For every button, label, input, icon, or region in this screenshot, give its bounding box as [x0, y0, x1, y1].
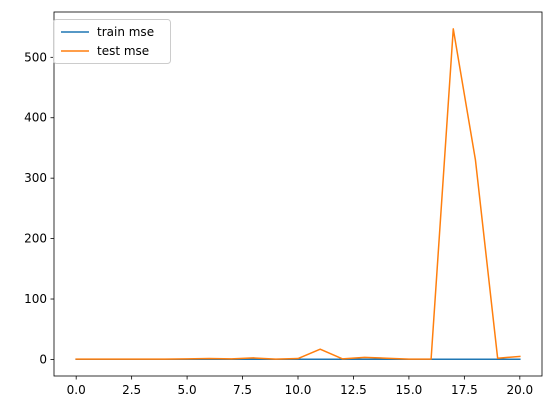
y-tick-label: 0 [39, 352, 47, 366]
x-tick-label: 15.0 [396, 383, 423, 397]
y-tick-label: 500 [24, 50, 47, 64]
x-tick-label: 10.0 [285, 383, 312, 397]
y-tick-label: 300 [24, 171, 47, 185]
legend: train mse test mse [54, 20, 171, 64]
plot-area [54, 12, 542, 376]
x-tick-label: 0.0 [67, 383, 86, 397]
x-tick-label: 17.5 [451, 383, 478, 397]
x-tick-label: 2.5 [122, 383, 141, 397]
y-tick-label: 200 [24, 232, 47, 246]
x-tick-label: 5.0 [178, 383, 197, 397]
y-tick-label: 400 [24, 111, 47, 125]
legend-label-test-mse: test mse [97, 44, 149, 58]
y-tick-label: 100 [24, 292, 47, 306]
legend-label-train-mse: train mse [97, 25, 154, 39]
x-tick-label: 12.5 [340, 383, 367, 397]
x-tick-label: 20.0 [506, 383, 533, 397]
x-tick-label: 7.5 [233, 383, 252, 397]
